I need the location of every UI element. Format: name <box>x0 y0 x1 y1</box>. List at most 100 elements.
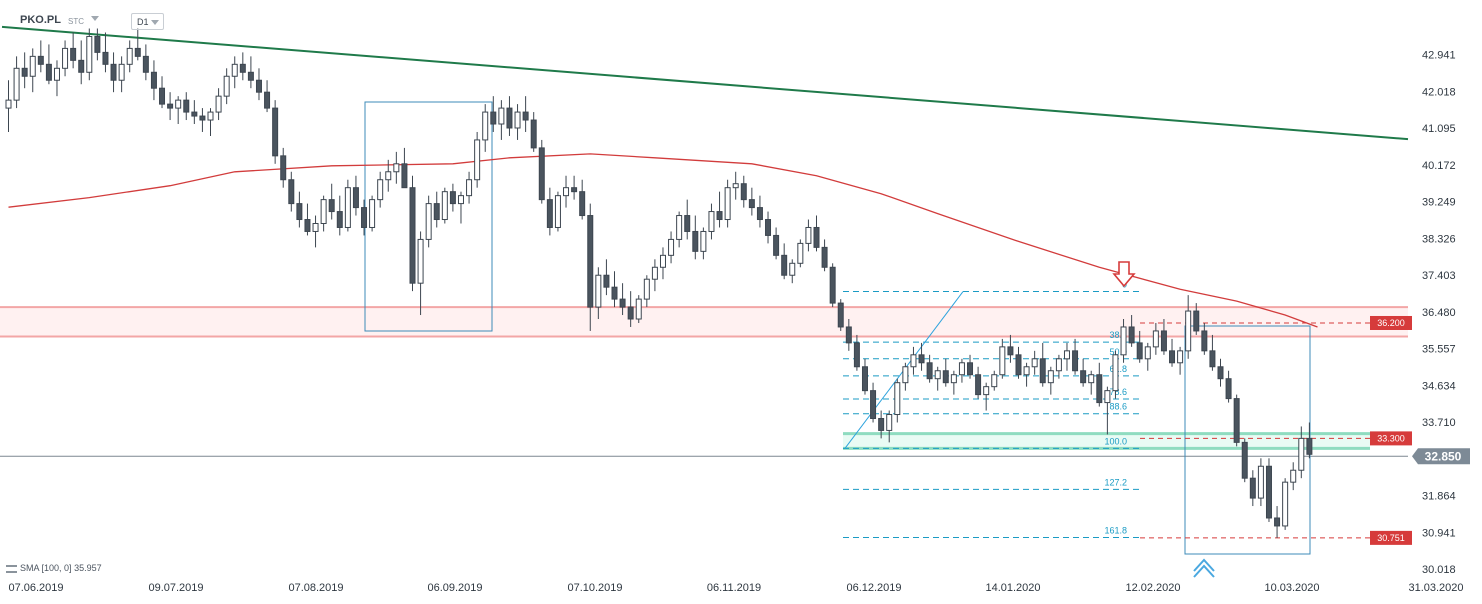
candle-bear <box>1193 310 1200 332</box>
candle-bear <box>1225 378 1232 400</box>
candle-bear <box>748 199 755 209</box>
timeframe-label: D1 <box>137 17 149 27</box>
candle-bear <box>78 59 85 73</box>
y-tick-label: 35.557 <box>1422 344 1456 356</box>
candle-bear <box>352 187 359 209</box>
candle-bull <box>86 35 93 73</box>
candle-bear <box>781 254 788 276</box>
candle-bull <box>498 107 505 125</box>
candle-bear <box>1160 330 1167 352</box>
candle-bear <box>506 107 513 129</box>
candle-bear <box>967 362 974 376</box>
candle-bear <box>1039 358 1046 384</box>
x-tick-label: 07.06.2019 <box>8 582 63 594</box>
y-tick-label: 40.172 <box>1422 160 1456 172</box>
candle-bear <box>1136 342 1143 360</box>
candle-bull <box>886 414 893 431</box>
candle-bull <box>1282 481 1289 527</box>
candle-bull <box>175 99 182 109</box>
candle-bull <box>1144 346 1151 360</box>
candle-bear <box>1007 346 1014 356</box>
candle-bear <box>773 234 780 256</box>
candle-bull <box>732 183 739 189</box>
candle-bull <box>1031 358 1038 368</box>
candle-bear <box>304 219 311 232</box>
chart-type-label[interactable]: STC <box>68 17 84 26</box>
candle-bull <box>1112 354 1119 392</box>
candle-bear <box>1209 350 1216 368</box>
candle-bull <box>910 354 917 368</box>
candle-bear <box>740 183 747 201</box>
candle-bear <box>361 207 368 228</box>
candle-bear <box>1015 354 1022 376</box>
fib-level-label: 38.2 <box>1109 330 1127 340</box>
y-tick-label: 37.403 <box>1422 270 1456 282</box>
candle-bear <box>538 147 545 201</box>
candle-bear <box>264 91 271 109</box>
candle-bear <box>21 67 28 77</box>
price-label-box <box>1370 431 1412 446</box>
candle-bull <box>514 111 521 129</box>
candle-bear <box>716 211 723 221</box>
candle-bear <box>167 103 174 109</box>
symbol-label: PKO.PL <box>20 14 61 26</box>
candle-bear <box>587 215 594 308</box>
candle-bull <box>457 195 464 205</box>
candle-bear <box>756 207 763 221</box>
fib-level-label: 88.6 <box>1109 402 1127 412</box>
candle-bear <box>102 51 109 65</box>
candle-bull <box>5 99 12 109</box>
candle-bull <box>950 374 957 384</box>
candle-bear <box>813 226 820 248</box>
y-tick-label: 41.095 <box>1422 123 1456 135</box>
candle-bear <box>1306 437 1313 455</box>
candle-bear <box>134 47 141 57</box>
candle-bear <box>530 119 537 149</box>
candle-bull <box>724 187 731 221</box>
x-tick-label: 31.03.2020 <box>1408 582 1463 594</box>
candle-bear <box>490 111 497 125</box>
arrow-up-icon <box>1193 564 1215 578</box>
trendline[interactable] <box>1 25 1409 141</box>
candle-bear <box>70 47 77 61</box>
candle-bear <box>571 187 578 193</box>
candle-bear <box>845 326 852 344</box>
candle-bull <box>700 230 707 252</box>
candle-bull <box>934 370 941 380</box>
timeframe-dropdown[interactable]: D1 <box>131 13 164 30</box>
arrow-down-icon <box>1112 261 1136 288</box>
candle-bull <box>62 47 69 69</box>
candle-bull <box>708 211 715 232</box>
price-label-box <box>1370 315 1412 330</box>
candle-bull <box>207 111 214 121</box>
candle-bear <box>288 179 295 205</box>
candle-bull <box>1257 465 1264 499</box>
candle-bull <box>805 226 812 244</box>
candle-bull <box>1290 469 1297 483</box>
candle-bull <box>676 215 683 240</box>
sma-legend[interactable]: SMA [100, 0] 35.957 <box>6 563 102 573</box>
chart-type-caret-icon[interactable] <box>91 16 99 21</box>
candle-bear <box>1265 465 1272 519</box>
candle-bear <box>239 63 246 73</box>
fib-level-label: 78.6 <box>1109 387 1127 397</box>
candle-bull <box>385 171 392 181</box>
candle-bull <box>983 386 990 396</box>
candle-bull <box>1104 390 1111 404</box>
candle-bear <box>1217 366 1224 380</box>
candle-bear <box>328 199 335 213</box>
candle-bull <box>474 139 481 181</box>
candle-bear <box>627 306 634 320</box>
candle-bull <box>563 187 570 197</box>
candle-bull <box>797 242 804 264</box>
resistance-zone <box>0 307 1408 337</box>
candle-bull <box>1177 350 1184 364</box>
x-tick-label: 10.03.2020 <box>1264 582 1319 594</box>
candle-bear <box>45 63 52 81</box>
candle-bull <box>1055 358 1062 372</box>
candle-bear <box>918 354 925 364</box>
candle-bull <box>126 47 133 65</box>
candle-bull <box>369 199 376 228</box>
price-label: 30.751 <box>1377 533 1405 543</box>
